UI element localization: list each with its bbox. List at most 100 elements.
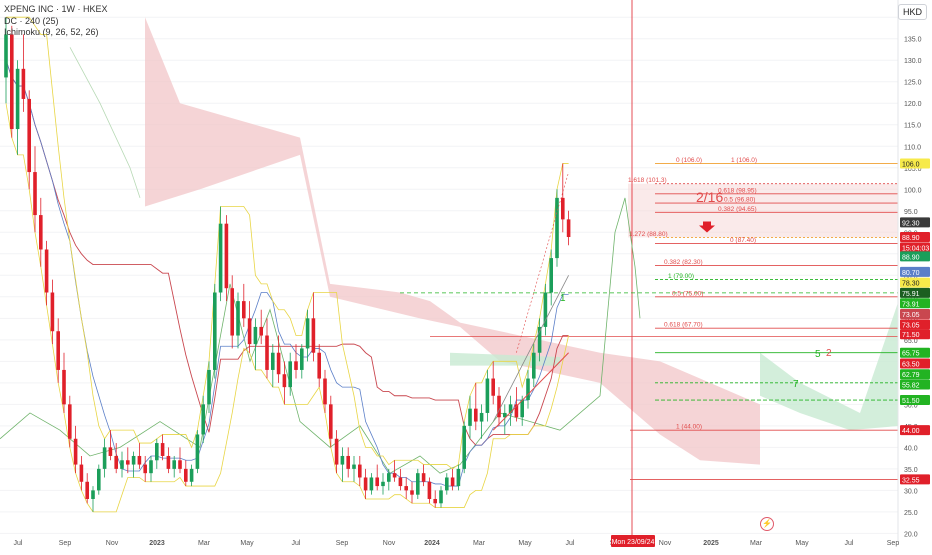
- candle-body: [363, 477, 368, 491]
- legend-donchian: DC · 240 (25): [4, 15, 59, 26]
- price-axis-tick: 40.0: [904, 445, 918, 452]
- candle-body: [537, 326, 542, 353]
- time-axis-tick: Nov: [106, 540, 119, 547]
- tradingview-flash-icon: ⚡: [760, 517, 774, 531]
- candle-body: [131, 455, 136, 465]
- price-label: 78.30: [902, 281, 920, 288]
- candle-body: [369, 477, 374, 491]
- candle-body: [427, 481, 432, 499]
- candle-body: [207, 369, 211, 405]
- candle-body: [445, 477, 449, 491]
- price-label-bg: [900, 347, 930, 358]
- candle-body: [253, 326, 258, 345]
- candle-body: [456, 468, 461, 487]
- candle-body: [549, 258, 553, 293]
- candle-body: [334, 438, 339, 465]
- candle-body: [137, 455, 142, 465]
- chart-annotation: 2: [826, 348, 832, 359]
- candle-body: [433, 498, 437, 504]
- candle-body: [259, 326, 263, 336]
- time-axis-tick: Jul: [14, 540, 23, 547]
- time-axis-tick: Jul: [566, 540, 575, 547]
- chart-legend: XPENG INC · 1W · HKEX DC · 240 (25) Ichi…: [4, 4, 108, 39]
- candle-body: [346, 455, 350, 469]
- price-label: 88.90: [902, 235, 920, 242]
- candle-body: [311, 318, 316, 353]
- candle-body: [21, 68, 26, 99]
- candle-body: [276, 352, 281, 375]
- price-label-bg: [900, 329, 930, 340]
- time-axis-tick: May: [518, 540, 532, 547]
- time-axis-tick: Sep: [887, 540, 900, 547]
- chart-annotation: 2/16: [696, 189, 723, 205]
- fib-level-label: 0.618 (98.95): [718, 187, 757, 194]
- candle-body: [247, 318, 252, 345]
- price-axis-tick: 30.0: [904, 488, 918, 495]
- price-axis-tick: 115.0: [904, 123, 921, 130]
- price-axis-tick: 105.0: [904, 166, 922, 173]
- price-label: 73.05: [902, 312, 920, 319]
- candle-body: [166, 455, 171, 469]
- price-label-bg: [900, 395, 930, 406]
- candle-body: [265, 335, 269, 370]
- fib-level-label: 1 (79.00): [668, 273, 694, 280]
- time-axis-tick: May: [795, 540, 809, 547]
- candle-body: [398, 477, 403, 487]
- chart-annotation: 5: [815, 349, 821, 360]
- candle-body: [410, 490, 414, 495]
- candle-body: [404, 486, 408, 491]
- candle-body: [189, 468, 194, 482]
- price-label: 65.75: [902, 351, 920, 358]
- time-axis-tick: 2024: [424, 540, 440, 547]
- candle-body: [4, 34, 8, 78]
- candle-body: [329, 404, 333, 439]
- candle-body: [178, 460, 182, 469]
- candle-body: [172, 460, 176, 469]
- ichimoku-lagging-span-early: [69, 47, 141, 198]
- donchian-lower: [5, 103, 569, 513]
- price-axis-tick: 125.0: [904, 80, 922, 87]
- price-axis-tick: 20.0: [904, 531, 918, 538]
- candle-body: [10, 34, 14, 130]
- price-axis-tick: 110.0: [904, 144, 921, 151]
- currency-button[interactable]: HKD: [897, 4, 927, 20]
- ichimoku-cloud-bearish: [145, 17, 760, 465]
- candle-body: [79, 464, 84, 482]
- candle-body: [317, 352, 321, 379]
- price-label-bg: [900, 287, 930, 298]
- price-label-bg: [900, 251, 930, 262]
- price-axis-tick: 95.0: [904, 209, 918, 216]
- candle-body: [282, 374, 287, 388]
- candle-body: [68, 404, 72, 439]
- time-axis-tick: Sep: [336, 540, 349, 547]
- candle-body: [526, 378, 530, 401]
- time-axis-tick: Jul: [845, 540, 854, 547]
- candle-body: [375, 477, 379, 487]
- candle-body: [288, 361, 292, 388]
- fib-level-label: 0.382 (94.65): [718, 206, 757, 213]
- time-axis-tick: Nov: [383, 540, 396, 547]
- time-axis-tick: 2023: [149, 540, 165, 547]
- candle-body: [439, 490, 443, 504]
- candle-body: [474, 408, 478, 422]
- price-label-bg: [900, 369, 930, 380]
- candle-body: [149, 460, 153, 474]
- price-label-bg: [900, 242, 930, 253]
- candle-body: [416, 473, 420, 495]
- candle-body: [561, 197, 565, 220]
- ichimoku-conversion-line: [5, 60, 569, 487]
- trendline-gray: [492, 275, 569, 422]
- candle-body: [230, 288, 234, 336]
- price-label: 73.91: [902, 301, 920, 308]
- candle-body: [242, 301, 246, 319]
- price-axis-tick: 100.0: [904, 187, 922, 194]
- donchian-upper: [6, 16, 569, 470]
- candle-body: [503, 412, 507, 418]
- time-axis-tick: Mar: [750, 540, 763, 547]
- candle-body: [479, 412, 484, 422]
- fib-level-label: 1 (106.0): [731, 157, 757, 164]
- candle-body: [108, 447, 113, 456]
- candle-body: [120, 460, 124, 469]
